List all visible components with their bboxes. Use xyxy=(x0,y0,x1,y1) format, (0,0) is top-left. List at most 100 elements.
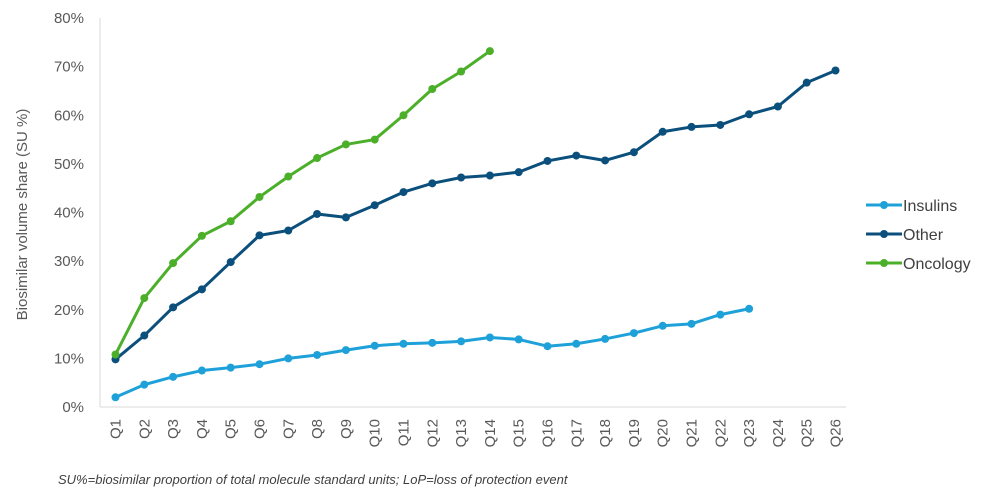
x-tick-label: Q22 xyxy=(712,419,729,447)
data-point-oncology xyxy=(399,111,408,120)
data-point-insulins xyxy=(313,350,322,359)
data-point-insulins xyxy=(687,319,696,328)
legend: Insulins Other Oncology xyxy=(866,198,971,273)
y-tick-label: 60% xyxy=(54,107,84,124)
data-point-other xyxy=(687,122,696,131)
y-tick-label: 70% xyxy=(54,59,84,76)
data-point-insulins xyxy=(716,310,725,319)
data-point-other xyxy=(572,151,581,160)
data-point-other xyxy=(773,102,782,111)
legend-item-other: Other xyxy=(866,227,944,244)
data-point-other xyxy=(370,201,379,210)
data-point-other xyxy=(543,156,552,165)
y-axis-ticks: 0% 10% 20% 30% 40% 50% 60% 70% 80% xyxy=(54,10,84,416)
x-tick-label: Q21 xyxy=(684,419,701,447)
x-tick-label: Q15 xyxy=(511,419,528,447)
x-tick-label: Q11 xyxy=(396,419,413,446)
y-tick-label: 50% xyxy=(54,156,84,173)
x-tick-label: Q1 xyxy=(108,419,125,439)
series-other xyxy=(111,66,840,364)
x-tick-label: Q5 xyxy=(223,419,240,439)
x-tick-label: Q8 xyxy=(309,419,326,439)
data-point-other xyxy=(226,258,235,267)
data-point-insulins xyxy=(111,393,120,402)
x-tick-label: Q20 xyxy=(655,419,672,447)
axes xyxy=(99,18,846,408)
x-tick-label: Q6 xyxy=(252,419,269,439)
y-tick-label: 0% xyxy=(62,399,84,416)
x-tick-label: Q26 xyxy=(828,419,845,447)
data-point-other xyxy=(399,188,408,197)
x-axis-ticks: Q1 Q2 Q3 Q4 Q5 Q6 Q7 Q8 Q9 Q10 Q11 Q12 Q13 Q14 Q15 Q16 Q… xyxy=(108,419,845,447)
series-line-oncology xyxy=(114,49,492,356)
data-point-insulins xyxy=(543,342,552,351)
data-point-other xyxy=(197,285,206,294)
data-point-oncology xyxy=(341,140,350,149)
x-tick-label: Q23 xyxy=(741,419,758,447)
y-tick-label: 30% xyxy=(54,253,84,270)
data-point-insulins xyxy=(399,339,408,348)
data-point-insulins xyxy=(629,329,638,338)
x-tick-label: Q9 xyxy=(338,419,355,439)
legend-label: Insulins xyxy=(903,198,957,215)
data-point-oncology xyxy=(255,192,264,201)
legend-swatch-marker xyxy=(880,230,888,238)
data-point-insulins xyxy=(572,339,581,348)
data-point-oncology xyxy=(370,135,379,144)
data-point-insulins xyxy=(169,372,178,381)
x-tick-label: Q19 xyxy=(626,419,643,447)
data-point-other xyxy=(514,168,523,177)
data-point-insulins xyxy=(341,346,350,355)
series-layer xyxy=(111,47,840,402)
data-point-insulins xyxy=(255,360,264,369)
data-point-other xyxy=(284,226,293,235)
data-point-other xyxy=(831,66,840,75)
y-tick-label: 80% xyxy=(54,10,84,27)
data-point-oncology xyxy=(457,67,466,76)
data-point-other xyxy=(745,110,754,119)
data-point-other xyxy=(428,179,437,188)
data-point-other xyxy=(485,171,494,180)
series-oncology xyxy=(111,47,494,359)
data-point-insulins xyxy=(370,341,379,350)
series-line-other xyxy=(114,69,837,361)
legend-swatch-marker xyxy=(880,259,888,267)
legend-label: Other xyxy=(903,227,944,244)
data-point-other xyxy=(457,173,466,182)
data-point-insulins xyxy=(428,338,437,347)
x-tick-label: Q3 xyxy=(165,419,182,439)
data-point-insulins xyxy=(457,337,466,346)
data-point-oncology xyxy=(169,259,178,268)
data-point-insulins xyxy=(226,363,235,372)
data-point-oncology xyxy=(313,154,322,163)
data-point-insulins xyxy=(485,333,494,342)
data-point-other xyxy=(255,231,264,240)
legend-swatch-marker xyxy=(880,201,888,209)
x-tick-label: Q12 xyxy=(424,419,441,447)
data-point-other xyxy=(341,213,350,222)
data-point-other xyxy=(802,78,811,87)
data-point-insulins xyxy=(514,335,523,344)
x-tick-label: Q13 xyxy=(453,419,470,447)
legend-item-insulins: Insulins xyxy=(866,198,957,215)
y-axis-label: Biosimilar volume share (SU %) xyxy=(14,109,31,321)
data-point-oncology xyxy=(485,47,494,56)
data-point-other xyxy=(629,148,638,157)
series-insulins xyxy=(111,304,754,402)
data-point-oncology xyxy=(284,172,293,181)
legend-item-oncology: Oncology xyxy=(866,256,971,273)
data-point-oncology xyxy=(226,217,235,226)
data-point-insulins xyxy=(140,380,149,389)
series-line-insulins xyxy=(114,307,751,399)
data-point-oncology xyxy=(197,231,206,240)
data-point-other xyxy=(658,127,667,136)
data-point-insulins xyxy=(197,366,206,375)
x-tick-label: Q18 xyxy=(597,419,614,447)
x-tick-label: Q14 xyxy=(482,419,499,447)
footnote: SU%=biosimilar proportion of total molec… xyxy=(58,472,568,487)
x-tick-label: Q16 xyxy=(540,419,557,447)
x-tick-label: Q17 xyxy=(568,419,585,447)
data-point-other xyxy=(601,156,610,165)
data-point-other xyxy=(169,303,178,312)
data-point-oncology xyxy=(140,294,149,303)
